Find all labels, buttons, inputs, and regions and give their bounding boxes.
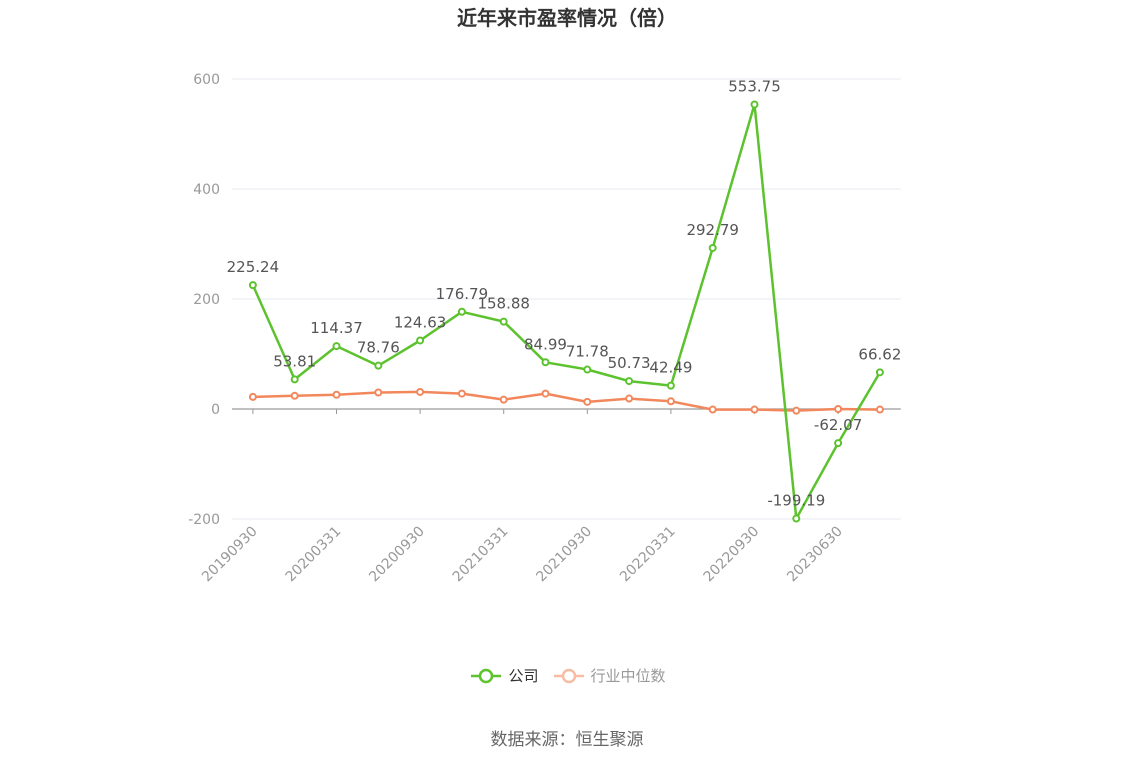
y-tick-label: 200: [193, 292, 220, 308]
legend-item-industry[interactable]: 行业中位数: [553, 664, 666, 688]
data-point-company: [416, 336, 425, 345]
data-label-company: 84.99: [524, 335, 567, 353]
series-line-industry: [251, 390, 882, 412]
data-label-company: 124.63: [394, 313, 447, 331]
data-label-company: 176.79: [436, 285, 489, 303]
data-point-industry: [416, 387, 425, 396]
x-tick-label: 20220930: [701, 524, 763, 586]
data-point-industry: [248, 392, 257, 401]
data-point-industry: [499, 395, 508, 404]
data-label-company: 53.81: [273, 352, 316, 370]
data-source: 数据来源：恒生聚源: [490, 730, 644, 750]
data-point-industry: [625, 394, 634, 403]
data-point-company: [625, 377, 634, 386]
x-tick-label: 20190930: [199, 524, 261, 586]
line-chart: -200 0 200 400 600 20190930 20200331 20200930 20…: [188, 72, 901, 586]
y-tick-label: -200: [188, 512, 220, 528]
legend: 公司 行业中位数: [0, 664, 1134, 688]
y-tick-label: 400: [193, 182, 220, 198]
data-point-company: [332, 342, 341, 351]
data-point-company: [583, 365, 592, 374]
data-point-industry: [332, 390, 341, 399]
data-point-industry: [457, 389, 466, 398]
x-tick-label: 20200331: [283, 524, 345, 586]
data-label-company: 50.73: [608, 354, 651, 372]
data-label-company: 553.75: [728, 77, 781, 95]
data-label-company: 42.49: [649, 359, 692, 377]
data-point-company: [541, 358, 550, 367]
x-tick-label: 20200930: [366, 524, 428, 586]
legend-company-icon: [471, 668, 502, 684]
data-point-industry: [792, 406, 801, 415]
data-label-company: -62.07: [814, 416, 862, 434]
legend-label-industry: 行业中位数: [590, 667, 666, 685]
data-point-industry: [666, 397, 675, 406]
data-point-company: [290, 375, 299, 384]
data-point-company: [834, 439, 843, 448]
data-point-company: [792, 514, 801, 523]
data-point-company: [666, 381, 675, 390]
data-point-industry: [834, 405, 843, 413]
legend-label-company: 公司: [508, 667, 539, 685]
data-label-company: 66.62: [858, 345, 901, 363]
y-tick-label: 0: [211, 402, 220, 418]
data-label-company: 78.76: [357, 339, 400, 357]
data-point-company: [708, 243, 717, 252]
x-tick-label: 20220331: [617, 524, 679, 586]
data-point-company: [875, 368, 884, 377]
data-label-company: 71.78: [566, 343, 609, 361]
legend-industry-icon: [553, 668, 584, 684]
data-point-industry: [750, 405, 759, 414]
x-tick-label: 20230630: [784, 524, 846, 586]
data-label-company: 114.37: [310, 319, 363, 337]
data-point-industry: [374, 388, 383, 397]
data-point-company: [248, 281, 257, 290]
data-point-industry: [583, 397, 592, 406]
data-point-industry: [541, 389, 550, 398]
data-point-industry: [290, 391, 299, 400]
chart-title: 近年来市盈率情况（倍）: [457, 6, 677, 30]
data-label-company: 158.88: [477, 295, 530, 313]
y-tick-label: 600: [193, 72, 220, 88]
data-point-company: [750, 100, 759, 109]
x-tick-label: 20210331: [450, 524, 512, 586]
data-label-company: -199.19: [767, 492, 825, 510]
data-point-industry: [875, 405, 884, 414]
data-point-industry: [708, 405, 717, 414]
series-line-company: [251, 103, 882, 520]
data-point-company: [499, 317, 508, 326]
x-tick-label: 20210930: [533, 524, 595, 586]
data-point-company: [374, 361, 383, 370]
data-label-company: 225.24: [227, 258, 280, 276]
data-label-company: 292.79: [686, 221, 739, 239]
legend-item-company[interactable]: 公司: [470, 664, 539, 688]
data-point-company: [457, 307, 466, 316]
